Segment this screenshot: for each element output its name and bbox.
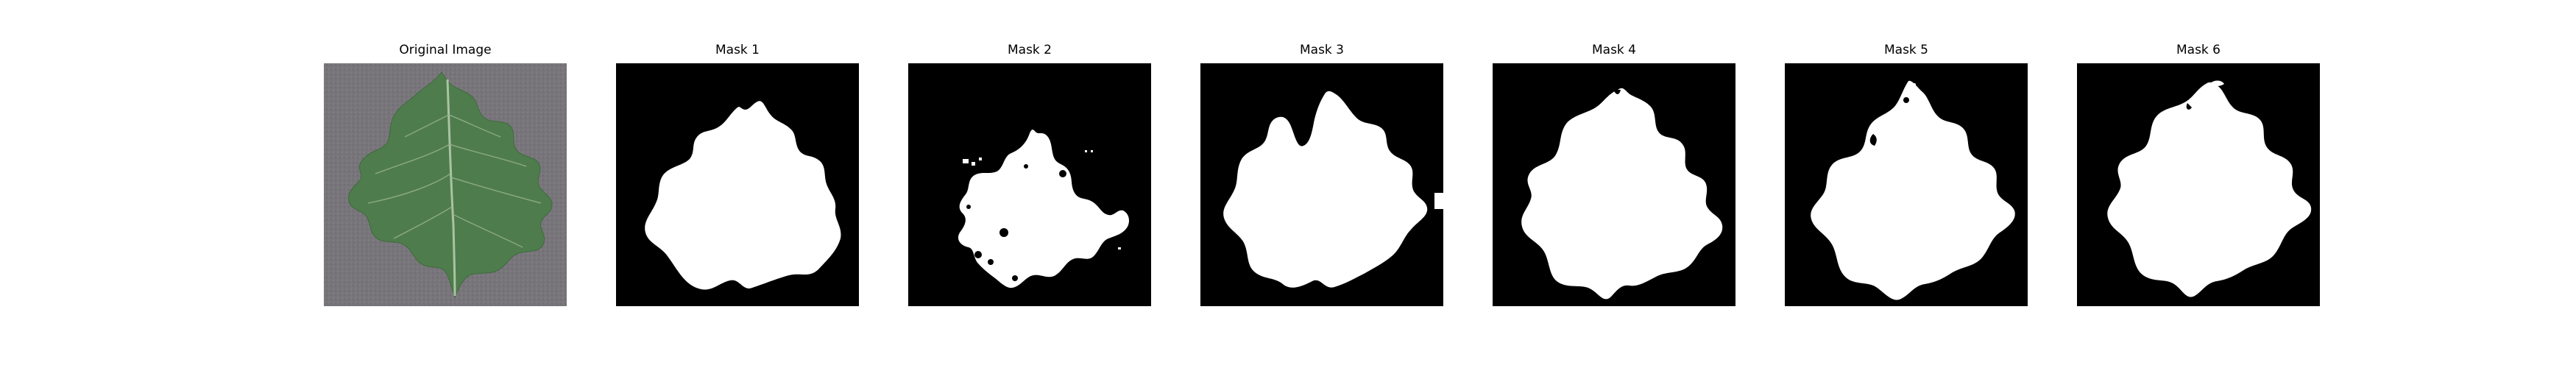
panel-title: Original Image bbox=[399, 43, 492, 57]
mask-panel-6: Mask 6 bbox=[2076, 43, 2321, 306]
panel-title: Mask 6 bbox=[2176, 43, 2221, 57]
panel-title: Mask 3 bbox=[1299, 43, 1344, 57]
mask-panel-2: Mask 2 bbox=[907, 43, 1152, 306]
mask-panel-3: Mask 3 bbox=[1200, 43, 1444, 306]
panel-title: Mask 1 bbox=[715, 43, 760, 57]
mask-image-4 bbox=[1493, 63, 1735, 306]
panel-title: Mask 2 bbox=[1007, 43, 1052, 57]
original-image-panel: Original Image bbox=[323, 43, 567, 306]
mask-panel-1: Mask 1 bbox=[615, 43, 860, 306]
original-leaf-image bbox=[324, 63, 567, 306]
mask-image-1 bbox=[616, 63, 859, 306]
mask-panel-5: Mask 5 bbox=[1784, 43, 2028, 306]
mask-image-2 bbox=[908, 63, 1151, 306]
panel-title: Mask 4 bbox=[1591, 43, 1636, 57]
panel-title: Mask 5 bbox=[1883, 43, 1928, 57]
mask-image-6 bbox=[2077, 63, 2320, 306]
mask-image-3 bbox=[1200, 63, 1443, 306]
mask-image-5 bbox=[1785, 63, 2028, 306]
leaf-icon bbox=[348, 71, 553, 299]
mask-panel-4: Mask 4 bbox=[1492, 43, 1736, 306]
